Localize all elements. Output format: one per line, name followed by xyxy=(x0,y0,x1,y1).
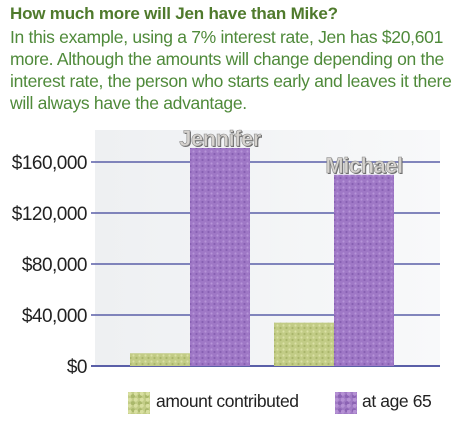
category-label-shadow: Michael xyxy=(326,154,403,179)
headline: How much more will Jen have than Mike? xyxy=(10,4,338,23)
legend-swatch-age65 xyxy=(335,392,357,414)
legend-label-contributed: amount contributed xyxy=(156,391,299,411)
y-tick-label: $40,000 xyxy=(22,306,87,327)
bar-amount-contributed xyxy=(130,353,190,366)
category-label-shadow: Jennifer xyxy=(180,127,263,152)
y-tick-label: $160,000 xyxy=(12,153,87,174)
bar-amount-contributed xyxy=(274,322,334,366)
legend-label-age65: at age 65 xyxy=(362,391,432,411)
y-tick-label: $80,000 xyxy=(22,255,87,276)
bar-at-age-65 xyxy=(190,147,250,366)
legend: amount contributed at age 65 xyxy=(0,388,466,422)
body-text: In this example, using a 7% interest rat… xyxy=(10,27,452,113)
category-label: Jennifer xyxy=(179,126,262,151)
bar-at-age-65 xyxy=(334,174,394,366)
y-tick-label: $0 xyxy=(67,357,87,378)
category-label: Michael xyxy=(325,153,402,178)
y-tick-label: $120,000 xyxy=(12,204,87,225)
legend-swatch-contributed xyxy=(128,392,150,414)
